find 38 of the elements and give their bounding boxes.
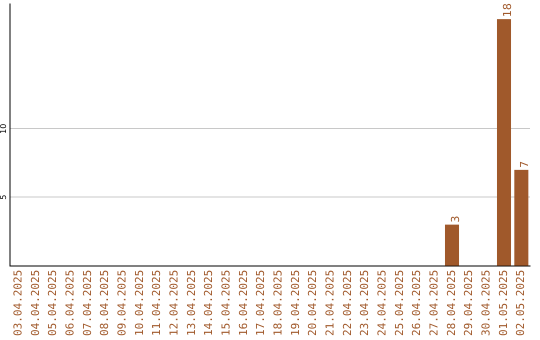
x-tick-label: 07.04.2025 [80,270,94,336]
x-tick-label: 11.04.2025 [150,270,164,336]
x-tick-label: 12.04.2025 [168,270,181,336]
x-tick-label: 24.04.2025 [376,270,389,336]
data-label: 7 [518,160,532,168]
y-tick-label: 10 [0,124,8,134]
bar [444,224,460,266]
x-tick-label: 26.04.2025 [410,270,424,336]
x-tick-label: 25.04.2025 [392,270,406,336]
x-tick-label: 06.04.2025 [64,270,77,336]
x-tick-label: 14.04.2025 [202,270,216,336]
x-tick-label: 16.04.2025 [236,270,250,336]
x-tick-label: 30.04.2025 [480,270,493,336]
x-tick-label: 27.04.2025 [428,270,441,336]
x-tick-label: 09.04.2025 [116,270,129,336]
x-tick-label: 05.04.2025 [46,270,60,336]
data-label: 18 [500,3,514,18]
x-tick-label: 10.04.2025 [132,270,146,336]
x-tick-label: 23.04.2025 [358,270,372,336]
bar [496,19,512,266]
x-tick-label: 04.04.2025 [28,270,42,336]
x-tick-label: 20.04.2025 [306,270,320,336]
data-label: 3 [448,216,462,223]
x-tick-label: 08.04.2025 [98,270,112,336]
x-tick-label: 18.04.2025 [272,270,285,336]
x-tick-label: 29.04.2025 [462,270,476,336]
x-tick-label: 28.04.2025 [444,270,458,336]
x-tick-label: 15.04.2025 [220,270,233,336]
x-tick-label: 22.04.2025 [340,270,354,336]
x-tick-label: 21.04.2025 [324,270,337,336]
x-tick-label: 13.04.2025 [184,270,198,336]
bar [514,170,528,266]
x-tick-label: 02.05.2025 [514,270,528,336]
x-tick-label: 19.04.2025 [288,270,302,336]
x-tick-label: 03.04.2025 [12,270,25,336]
x-tick-label: 17.04.2025 [254,270,268,336]
x-tick-label: 01.05.2025 [496,270,510,336]
y-tick-label: 5 [0,194,8,200]
